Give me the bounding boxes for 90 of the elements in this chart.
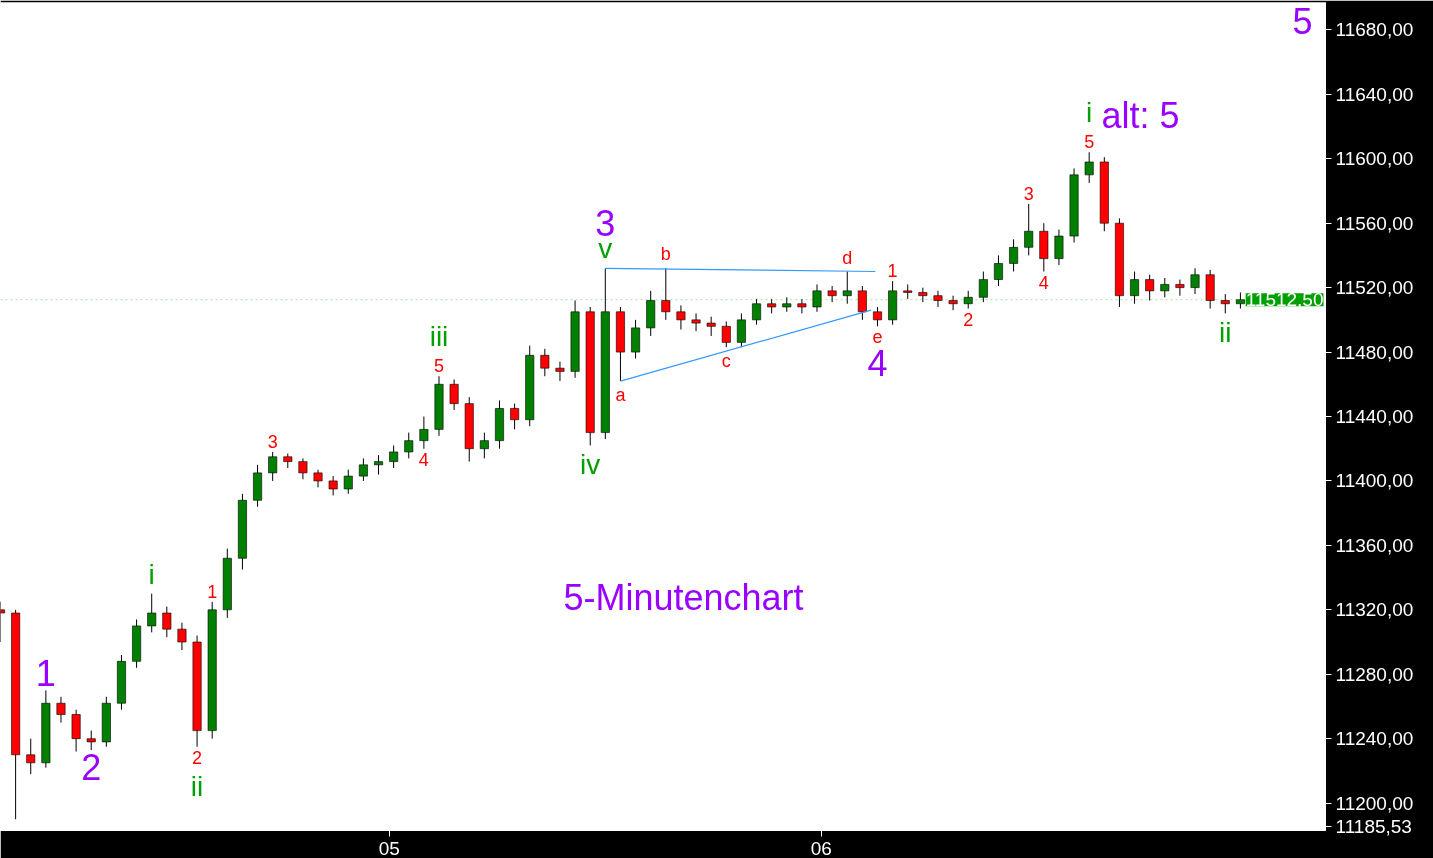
candlestick xyxy=(842,271,852,305)
candlestick xyxy=(1054,229,1064,266)
annotation: 3 xyxy=(267,431,278,452)
annotation: ii xyxy=(190,770,204,802)
candlestick xyxy=(56,696,66,724)
candlestick xyxy=(691,312,701,332)
annotation: 2 xyxy=(963,309,974,330)
annotation: a xyxy=(615,385,627,406)
candlestick xyxy=(419,416,429,450)
candlestick xyxy=(933,290,943,308)
x-tick-label: 05 xyxy=(378,837,400,858)
y-tick-label: 11520,00 xyxy=(1335,277,1414,299)
candlestick xyxy=(1145,274,1155,302)
candlestick xyxy=(1084,151,1094,184)
annotation: iii xyxy=(429,321,449,353)
y-tick-label: 11320,00 xyxy=(1335,599,1414,621)
candlestick xyxy=(298,457,308,480)
annotation: 5 xyxy=(433,356,445,377)
candlestick xyxy=(1009,238,1019,273)
annotation: alt: 5 xyxy=(1101,95,1180,136)
candlestick xyxy=(1175,279,1185,297)
annotation: 1 xyxy=(207,581,218,602)
candlestick xyxy=(358,457,368,482)
candlestick xyxy=(721,320,731,348)
annotation: d xyxy=(842,247,853,268)
candlestick xyxy=(374,454,383,475)
candlestick xyxy=(706,316,716,337)
candlestick xyxy=(86,730,96,751)
candlestick xyxy=(873,306,882,327)
candlestick xyxy=(26,738,36,775)
x-tick-label: 06 xyxy=(810,837,832,858)
candlestick xyxy=(1130,271,1140,305)
y-tick-label: 11640,00 xyxy=(1335,83,1414,105)
candlestick xyxy=(661,267,671,321)
y-tick-label: 11240,00 xyxy=(1335,728,1414,750)
annotation: 3 xyxy=(1023,183,1034,204)
candlestick xyxy=(752,298,761,326)
candlestick xyxy=(736,312,746,348)
candlestick xyxy=(555,361,565,382)
annotation: i xyxy=(148,558,155,590)
candlestick xyxy=(389,445,399,469)
candlestick xyxy=(1160,277,1170,298)
annotation: 1 xyxy=(887,261,898,282)
candlestick xyxy=(676,304,686,331)
candlestick xyxy=(343,469,353,495)
y-tick-label: 11200,00 xyxy=(1335,792,1414,814)
annotation: 4 xyxy=(1038,272,1049,293)
candlestick xyxy=(328,475,338,496)
candlestick xyxy=(1190,267,1200,295)
candlestick xyxy=(510,403,520,430)
y-tick-label: 11680,00 xyxy=(1335,19,1414,41)
annotation: 5 xyxy=(1292,0,1313,42)
candlestick xyxy=(540,348,550,377)
candlestick xyxy=(827,285,837,303)
annotation: 5 xyxy=(1084,132,1095,153)
annotation: 2 xyxy=(81,746,102,788)
annotation: 4 xyxy=(418,449,429,470)
annotation: iv xyxy=(580,449,601,481)
ref-line-label: 11512,50 xyxy=(1245,289,1324,311)
candlestick xyxy=(918,287,928,303)
y-tick-label: 11600,00 xyxy=(1335,148,1414,170)
y-tick-label: 11400,00 xyxy=(1335,470,1414,492)
candlestick xyxy=(948,295,958,311)
annotation: 2 xyxy=(192,747,203,768)
candlestick xyxy=(449,378,459,411)
y-tick-label: 11480,00 xyxy=(1335,341,1414,363)
candlestick xyxy=(978,271,988,303)
annotation: c xyxy=(721,351,731,372)
candlestick xyxy=(479,432,489,459)
candlestick xyxy=(268,451,278,482)
annotation: i xyxy=(1086,97,1093,129)
candlestick xyxy=(812,283,822,313)
annotation: b xyxy=(660,244,671,265)
y-tick-label: 11360,00 xyxy=(1335,534,1414,556)
candlestick xyxy=(797,298,807,314)
y-tick-label: 11280,00 xyxy=(1335,663,1414,685)
y-tick-label: 11185,53 xyxy=(1335,815,1412,837)
annotation: ii xyxy=(1219,317,1232,349)
candlestick xyxy=(1024,203,1034,256)
annotation: 5-Minutenchart xyxy=(563,577,804,618)
candlestick xyxy=(404,432,414,459)
candlestick xyxy=(857,285,867,321)
candlestick xyxy=(994,254,1003,287)
y-tick-label: 11560,00 xyxy=(1335,212,1414,234)
annotation: 1 xyxy=(35,653,56,695)
candlestick xyxy=(147,593,157,633)
candlestick xyxy=(1220,293,1230,314)
candlestick xyxy=(177,622,187,651)
candlestick xyxy=(162,606,172,638)
y-tick-label: 11440,00 xyxy=(1335,406,1414,427)
